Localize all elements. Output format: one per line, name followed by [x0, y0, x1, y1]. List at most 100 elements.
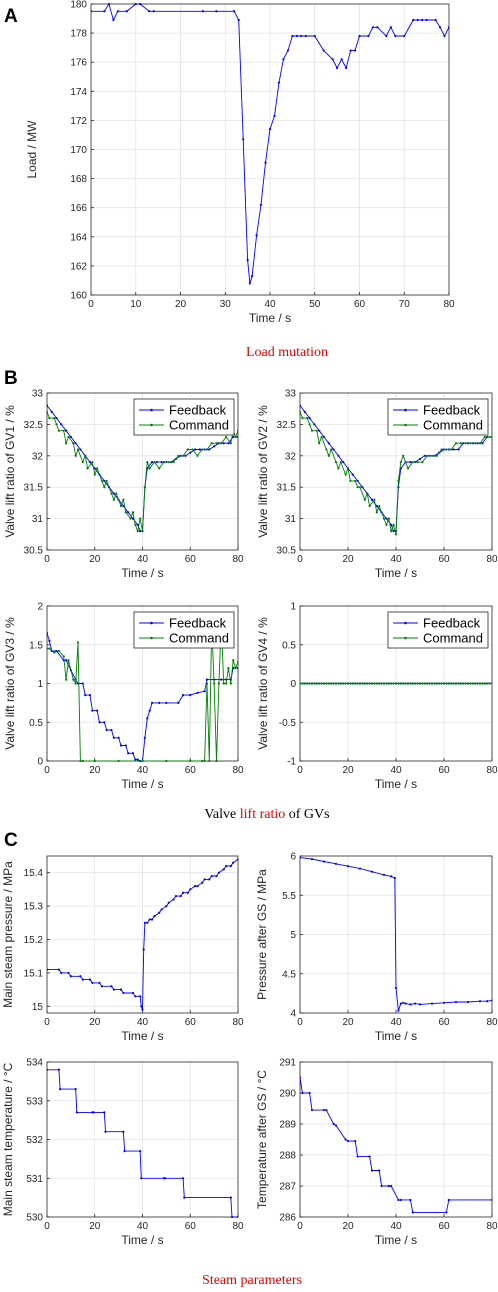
- data-point: [119, 504, 123, 508]
- data-point: [67, 659, 70, 662]
- data-point: [320, 682, 323, 685]
- data-point: [74, 682, 77, 685]
- data-point: [442, 682, 446, 685]
- data-point: [404, 682, 407, 685]
- legend-marker: [150, 621, 153, 625]
- data-point: [131, 991, 135, 995]
- data-point: [205, 682, 209, 685]
- data-point: [91, 709, 94, 712]
- data-point: [222, 868, 225, 871]
- data-point: [440, 682, 443, 685]
- y-tick-label: 180: [70, 0, 87, 11]
- data-point: [375, 682, 378, 685]
- data-point: [229, 682, 232, 685]
- data-point: [184, 454, 187, 457]
- data-point: [428, 682, 431, 685]
- data-point: [248, 282, 251, 285]
- data-point: [411, 1211, 414, 1214]
- data-point: [203, 759, 206, 762]
- data-point: [153, 460, 156, 464]
- data-point: [104, 1130, 107, 1133]
- data-point: [189, 451, 192, 454]
- data-point: [191, 448, 194, 451]
- legend-marker: [404, 423, 407, 427]
- data-point: [344, 66, 348, 70]
- y-tick-label: 33: [285, 389, 297, 400]
- data-point: [387, 517, 390, 520]
- legend-entry: Feedback: [423, 616, 481, 631]
- data-point: [445, 682, 448, 685]
- data-point: [459, 442, 462, 445]
- data-point: [81, 682, 84, 685]
- legend-marker: [150, 408, 153, 412]
- data-point: [399, 1198, 402, 1202]
- data-point: [76, 448, 80, 451]
- data-point: [79, 975, 82, 978]
- data-point: [57, 1068, 61, 1071]
- data-point: [139, 3, 142, 6]
- data-point: [67, 435, 70, 439]
- x-tick-label: 40: [137, 765, 149, 776]
- data-point: [353, 49, 357, 52]
- data-point: [406, 682, 410, 685]
- data-point: [134, 995, 137, 998]
- data-point: [103, 10, 106, 13]
- data-point: [47, 1068, 49, 1071]
- data-point: [426, 454, 429, 457]
- x-tick-label: 30: [220, 299, 232, 310]
- caption-part: Valve: [204, 807, 239, 822]
- data-point: [148, 467, 151, 470]
- data-point: [69, 435, 72, 439]
- y-tick-label: 0: [290, 679, 296, 690]
- data-point: [438, 682, 441, 685]
- data-point: [375, 504, 378, 508]
- data-point: [397, 479, 400, 483]
- x-tick-label: 40: [137, 1221, 149, 1232]
- x-tick-label: 40: [264, 299, 276, 310]
- data-point: [356, 1155, 359, 1158]
- data-point: [308, 682, 311, 685]
- y-tick-label: 0: [37, 757, 43, 768]
- data-point: [385, 523, 388, 526]
- data-point: [164, 1177, 167, 1180]
- data-point: [158, 701, 161, 704]
- x-tick-label: 80: [486, 765, 498, 776]
- data-point: [213, 445, 216, 448]
- series-command: [300, 410, 492, 536]
- data-point: [72, 442, 75, 445]
- data-point: [380, 682, 383, 685]
- y-tick-label: 15.3: [24, 902, 44, 913]
- data-point: [234, 666, 237, 670]
- data-point: [425, 18, 428, 22]
- panel-label-a: A: [4, 6, 18, 27]
- y-tick-label: 176: [70, 58, 87, 69]
- data-point: [181, 1177, 185, 1180]
- data-point: [246, 258, 249, 262]
- data-point: [167, 901, 170, 904]
- data-point: [123, 1150, 126, 1153]
- data-point: [334, 862, 338, 865]
- data-point: [74, 454, 77, 457]
- data-point: [88, 460, 92, 464]
- y-tick-label: 31: [285, 514, 297, 525]
- data-point: [210, 874, 213, 878]
- data-point: [201, 759, 204, 762]
- data-point: [117, 759, 120, 762]
- data-point: [201, 881, 204, 884]
- data-point: [79, 759, 82, 762]
- data-point: [141, 1008, 144, 1011]
- data-point: [47, 632, 49, 635]
- data-point: [143, 921, 146, 924]
- data-point: [443, 34, 446, 38]
- data-point: [136, 530, 139, 533]
- data-point: [119, 744, 123, 747]
- data-point: [340, 58, 343, 61]
- data-point: [390, 530, 393, 533]
- data-point: [65, 659, 68, 662]
- chart-gv4: 0 20 40 60 80 -1 -0.5 0 0.5 1 Time / s Valve lift r…: [256, 602, 498, 792]
- data-point: [124, 744, 127, 747]
- data-point: [397, 1198, 400, 1202]
- x-tick-label: 80: [232, 765, 244, 776]
- data-point: [310, 682, 314, 685]
- data-point: [81, 978, 84, 981]
